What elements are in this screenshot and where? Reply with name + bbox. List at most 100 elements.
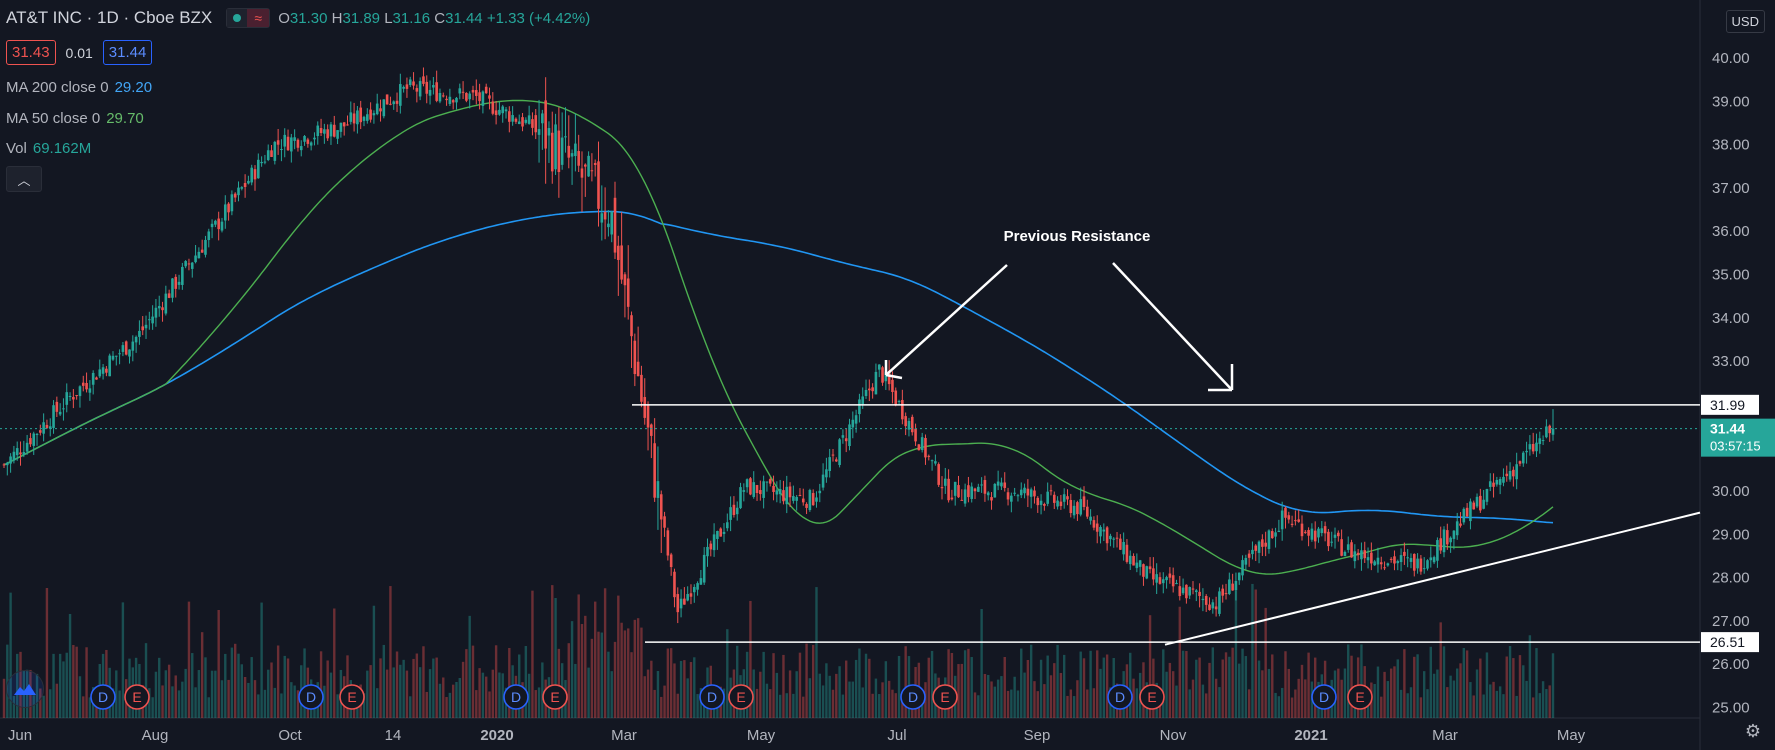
- volume-bar: [2, 678, 6, 718]
- candle-body: [1095, 523, 1099, 532]
- volume-bar: [755, 688, 759, 718]
- volume-bar: [1224, 652, 1228, 718]
- volume-bar: [627, 628, 630, 718]
- volume-bar: [587, 667, 590, 718]
- volume-bar: [1495, 690, 1499, 718]
- candle-body: [455, 97, 458, 103]
- gear-icon[interactable]: ⚙: [1744, 721, 1761, 741]
- volume-bar: [825, 663, 828, 718]
- candle-body: [920, 437, 924, 451]
- candle-body: [326, 129, 329, 139]
- ma50-legend[interactable]: MA 50 close 0 29.70: [6, 110, 144, 127]
- candle-body: [762, 481, 765, 498]
- x-tick-label: Aug: [142, 727, 169, 744]
- volume-bar: [993, 686, 997, 718]
- candle-body: [825, 469, 828, 478]
- candle-body: [1310, 528, 1314, 540]
- volume-bar: [967, 648, 970, 718]
- candle-body: [1072, 505, 1076, 516]
- candle-body: [1545, 426, 1548, 438]
- candle-body: [1185, 584, 1188, 599]
- buy-price[interactable]: 31.44: [102, 40, 153, 65]
- candle-body: [280, 149, 283, 151]
- candle-body: [1066, 496, 1069, 500]
- volume-bar: [144, 643, 148, 718]
- candle-body: [1297, 519, 1300, 522]
- earnings-marker: [1139, 684, 1165, 710]
- volume-bar: [1386, 681, 1390, 718]
- x-tick-label: 2020: [480, 727, 513, 744]
- earnings-marker: [339, 684, 365, 710]
- candle-body: [788, 486, 792, 498]
- candle-body: [118, 353, 121, 355]
- currency-button[interactable]: USD: [1725, 10, 1765, 33]
- volume-legend[interactable]: Vol 69.162M: [6, 140, 92, 157]
- sell-price[interactable]: 31.43: [6, 40, 56, 65]
- candle-body: [910, 416, 914, 433]
- candle-body: [881, 367, 884, 383]
- candle-body: [1198, 591, 1201, 597]
- volume-bar: [593, 601, 597, 718]
- candle-body: [111, 355, 115, 360]
- volume-bar: [1528, 635, 1532, 718]
- volume-bar: [620, 622, 623, 718]
- candle-body: [52, 405, 55, 428]
- earnings-label: E: [347, 689, 356, 705]
- candle-body: [197, 251, 201, 259]
- symbol-title[interactable]: AT&T INC · 1D · Cboe BZX: [6, 8, 213, 27]
- candle-body: [1528, 444, 1532, 450]
- candle-body: [815, 497, 818, 502]
- volume-bar: [1102, 657, 1106, 718]
- market-status[interactable]: ≈: [226, 8, 271, 28]
- volume-bar: [1254, 589, 1257, 718]
- volume-bar: [802, 696, 805, 718]
- volume-bar: [1148, 615, 1152, 718]
- volume-bar: [762, 651, 765, 718]
- candle-body: [1538, 438, 1542, 445]
- candle-body: [1482, 499, 1485, 509]
- volume-bar: [633, 619, 637, 718]
- volume-bar: [1337, 668, 1340, 718]
- candle-body: [531, 119, 534, 128]
- volume-bar: [461, 661, 465, 718]
- volume-bar: [478, 668, 481, 718]
- volume-bar: [1086, 689, 1089, 718]
- volume-bar: [1426, 689, 1429, 718]
- volume-bar: [838, 666, 841, 718]
- volume-bar: [1485, 652, 1489, 718]
- chevron-up-icon[interactable]: ︿: [6, 166, 42, 192]
- volume-bar: [1000, 676, 1003, 718]
- dividend-label: D: [511, 689, 521, 705]
- candle-body: [9, 456, 12, 464]
- candle-body: [636, 361, 640, 377]
- volume-bar: [683, 660, 686, 718]
- candle-body: [1086, 506, 1089, 517]
- dividend-marker: [900, 684, 926, 710]
- volume-bar: [851, 681, 855, 718]
- candle-body: [874, 371, 878, 395]
- candle-body: [240, 187, 244, 189]
- volume-bar: [1393, 666, 1396, 718]
- volume-bar: [1129, 652, 1132, 718]
- candle-body: [1426, 560, 1429, 569]
- candle-body: [171, 278, 174, 298]
- volume-bar: [541, 662, 544, 718]
- volume-bar: [574, 663, 577, 718]
- candle-body: [85, 383, 88, 390]
- candle-body: [650, 424, 653, 436]
- candle-body: [210, 223, 214, 228]
- volume-bar: [693, 657, 696, 718]
- candle-body: [1485, 488, 1489, 502]
- candle-body: [732, 504, 736, 515]
- volume-bar: [468, 615, 471, 718]
- candle-body: [1455, 521, 1459, 536]
- volume-bar: [1280, 687, 1284, 718]
- candle-body: [1313, 530, 1317, 542]
- y-tick-label: 35.00: [1712, 267, 1750, 284]
- tradingview-logo-icon[interactable]: [6, 670, 44, 708]
- wave-icon: ≈: [247, 9, 270, 27]
- ma200-legend[interactable]: MA 200 close 0 29.20: [6, 79, 153, 96]
- candle-body: [1010, 495, 1013, 502]
- volume-bar: [590, 638, 594, 718]
